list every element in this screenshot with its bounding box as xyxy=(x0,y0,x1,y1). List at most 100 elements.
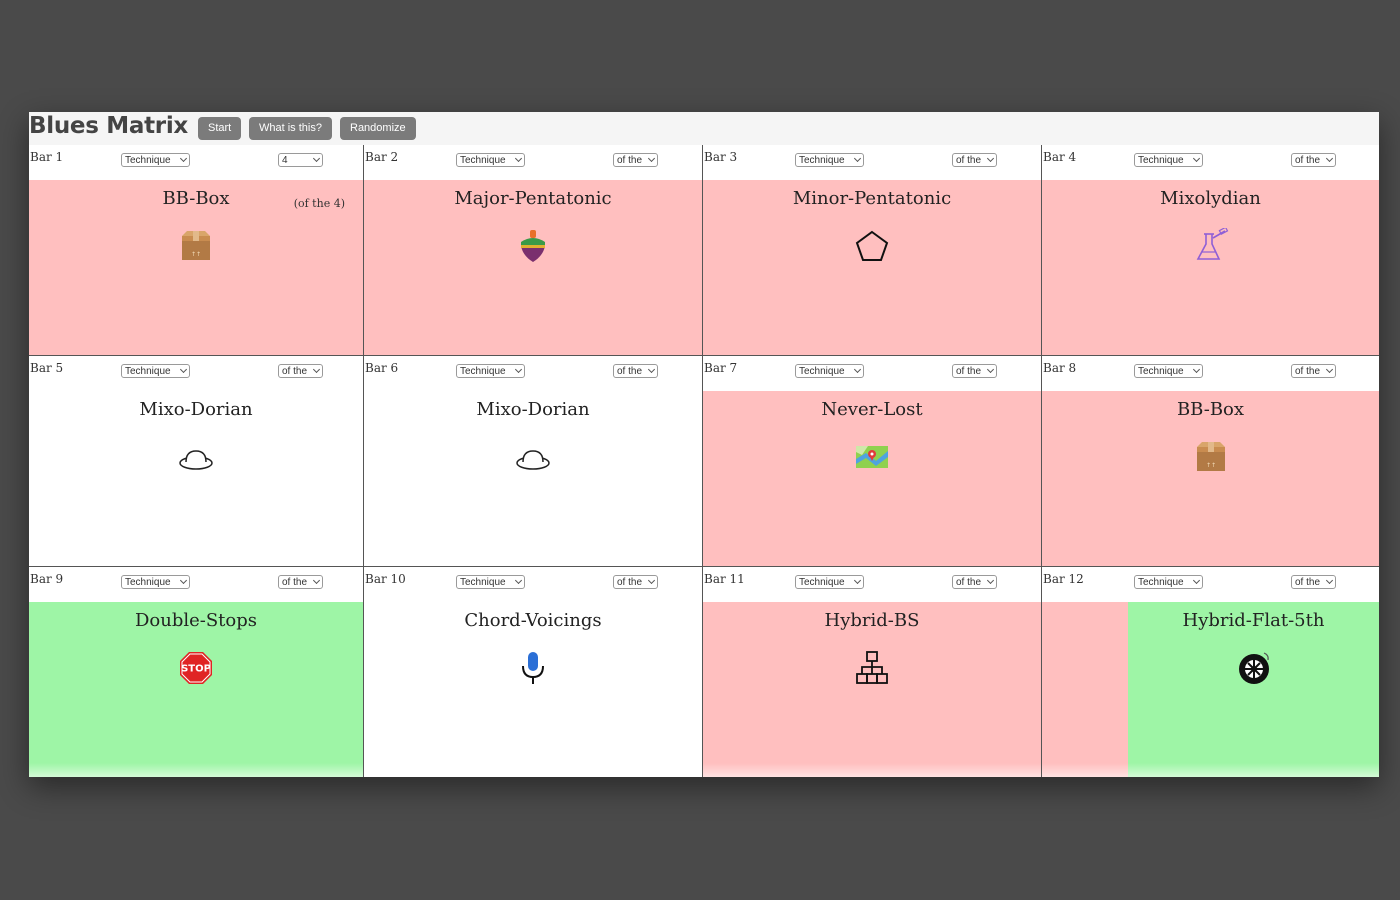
header: Blues Matrix Start What is this? Randomi… xyxy=(29,112,1379,146)
technique-select[interactable]: Technique xyxy=(121,364,190,378)
technique-select[interactable]: Technique xyxy=(1134,364,1203,378)
bar-label: Bar 12 xyxy=(1043,572,1084,586)
bar-label: Bar 5 xyxy=(30,361,64,375)
bar-label: Bar 7 xyxy=(704,361,738,375)
bar-header: Bar 10 Technique of the xyxy=(364,567,702,602)
bar-body: Never-Lost xyxy=(703,391,1041,566)
svg-text:↑↑: ↑↑ xyxy=(191,251,201,258)
bar-body: BB-Box (of the 4) ↑↑ xyxy=(29,180,363,355)
hat-icon xyxy=(515,439,551,475)
bar-cell: Bar 7 Technique of the Never-Lost xyxy=(703,356,1042,567)
technique-select[interactable]: Technique xyxy=(795,575,864,589)
bar-header: Bar 2 Technique of the xyxy=(364,145,702,180)
bar-cell: Bar 8 Technique of the BB-Box ↑↑ xyxy=(1042,356,1379,567)
of-the-select[interactable]: of the xyxy=(613,575,658,589)
bar-header: Bar 8 Technique of the xyxy=(1042,356,1379,391)
scale-name: Major-Pentatonic xyxy=(454,188,612,209)
randomize-button[interactable]: Randomize xyxy=(340,117,416,140)
bar-label: Bar 1 xyxy=(30,150,64,164)
bar-body: Mixolydian xyxy=(1042,180,1379,355)
bar-header: Bar 9 Technique of the xyxy=(29,567,363,602)
scale-name: Mixo-Dorian xyxy=(139,399,253,420)
bar-cell: Bar 1 Technique 4 BB-Box (of the 4) ↑↑ xyxy=(29,145,364,356)
of-the-select[interactable]: of the xyxy=(613,364,658,378)
of-the-select[interactable]: of the xyxy=(952,153,997,167)
scale-name: Mixolydian xyxy=(1160,188,1261,209)
bar-header: Bar 1 Technique 4 xyxy=(29,145,363,180)
bottom-fade xyxy=(703,763,1041,777)
flask-icon xyxy=(1193,228,1229,264)
split-red-region xyxy=(1042,602,1128,777)
bar-label: Bar 9 xyxy=(30,572,64,586)
bar-cell: Bar 9 Technique of the Double-Stops STOP xyxy=(29,567,364,777)
bar-cell: Bar 6 Technique of the Mixo-Dorian xyxy=(364,356,703,567)
scale-name: Hybrid-Flat-5th xyxy=(1182,610,1325,631)
bar-cell: Bar 2 Technique of the Major-Pentatonic xyxy=(364,145,703,356)
of-the-select[interactable]: of the xyxy=(613,153,658,167)
bar-label: Bar 8 xyxy=(1043,361,1077,375)
technique-select[interactable]: Technique xyxy=(121,575,190,589)
hat-icon xyxy=(178,439,214,475)
scale-name: Minor-Pentatonic xyxy=(792,188,952,209)
technique-select[interactable]: Technique xyxy=(456,575,525,589)
bar-header: Bar 7 Technique of the xyxy=(703,356,1041,391)
bar-body: Double-Stops STOP xyxy=(29,602,363,777)
bar-header: Bar 3 Technique of the xyxy=(703,145,1041,180)
bar-body: Mixo-Dorian xyxy=(29,391,363,566)
bar-body: Chord-Voicings xyxy=(364,602,702,777)
of-the-select[interactable]: of the xyxy=(952,364,997,378)
of-the-select[interactable]: of the xyxy=(1291,153,1336,167)
bar-body: Hybrid-BS xyxy=(703,602,1041,777)
bar-label: Bar 6 xyxy=(365,361,399,375)
bar-cell: Bar 11 Technique of the Hybrid-BS xyxy=(703,567,1042,777)
spinning-top-icon xyxy=(515,228,551,264)
scale-name: BB-Box xyxy=(1176,399,1245,420)
of-the-select[interactable]: of the xyxy=(1291,364,1336,378)
svg-text:↑↑: ↑↑ xyxy=(1205,462,1215,469)
bar-cell: Bar 5 Technique of the Mixo-Dorian xyxy=(29,356,364,567)
app-title: Blues Matrix xyxy=(29,113,188,139)
bar-body: Hybrid-Flat-5th xyxy=(1042,602,1379,777)
bar-header: Bar 12 Technique of the xyxy=(1042,567,1379,602)
technique-select[interactable]: Technique xyxy=(456,153,525,167)
bottom-fade xyxy=(1042,763,1379,777)
bottom-fade xyxy=(29,763,363,777)
scale-name: BB-Box xyxy=(162,188,230,209)
start-button[interactable]: Start xyxy=(198,117,242,140)
technique-select[interactable]: Technique xyxy=(121,153,190,167)
pentagon-icon xyxy=(854,228,890,264)
technique-select[interactable]: Technique xyxy=(456,364,525,378)
scale-name: Mixo-Dorian xyxy=(476,399,590,420)
technique-select[interactable]: Technique xyxy=(795,153,864,167)
bar-label: Bar 10 xyxy=(365,572,406,586)
bar-header: Bar 5 Technique of the xyxy=(29,356,363,391)
of-the-select[interactable]: of the xyxy=(952,575,997,589)
stop-sign-icon: STOP xyxy=(178,650,214,686)
of-the-note: (of the 4) xyxy=(293,197,345,210)
bar-label: Bar 4 xyxy=(1043,150,1077,164)
bar-cell: Bar 4 Technique of the Mixolydian xyxy=(1042,145,1379,356)
bar-body: BB-Box ↑↑ xyxy=(1042,391,1379,566)
bar-label: Bar 2 xyxy=(365,150,399,164)
bar-label: Bar 11 xyxy=(704,572,745,586)
of-the-select[interactable]: 4 xyxy=(278,153,323,167)
box-icon: ↑↑ xyxy=(1193,439,1229,475)
technique-select[interactable]: Technique xyxy=(795,364,864,378)
microphone-icon xyxy=(515,650,551,686)
bar-body: Major-Pentatonic xyxy=(364,180,702,355)
of-the-select[interactable]: of the xyxy=(1291,575,1336,589)
scale-name: Double-Stops xyxy=(134,610,258,631)
blues-grid: Bar 1 Technique 4 BB-Box (of the 4) ↑↑ Bar 2 Te… xyxy=(29,145,1379,777)
scale-name: Chord-Voicings xyxy=(464,610,602,631)
of-the-select[interactable]: of the xyxy=(278,364,323,378)
map-icon xyxy=(854,439,890,475)
of-the-select[interactable]: of the xyxy=(278,575,323,589)
what-is-this-button[interactable]: What is this? xyxy=(249,117,332,140)
hierarchy-icon xyxy=(854,650,890,686)
tire-icon xyxy=(1236,650,1272,686)
technique-select[interactable]: Technique xyxy=(1134,153,1203,167)
box-icon: ↑↑ xyxy=(178,228,214,264)
technique-select[interactable]: Technique xyxy=(1134,575,1203,589)
bar-cell: Bar 10 Technique of the Chord-Voicings xyxy=(364,567,703,777)
bar-label: Bar 3 xyxy=(704,150,738,164)
